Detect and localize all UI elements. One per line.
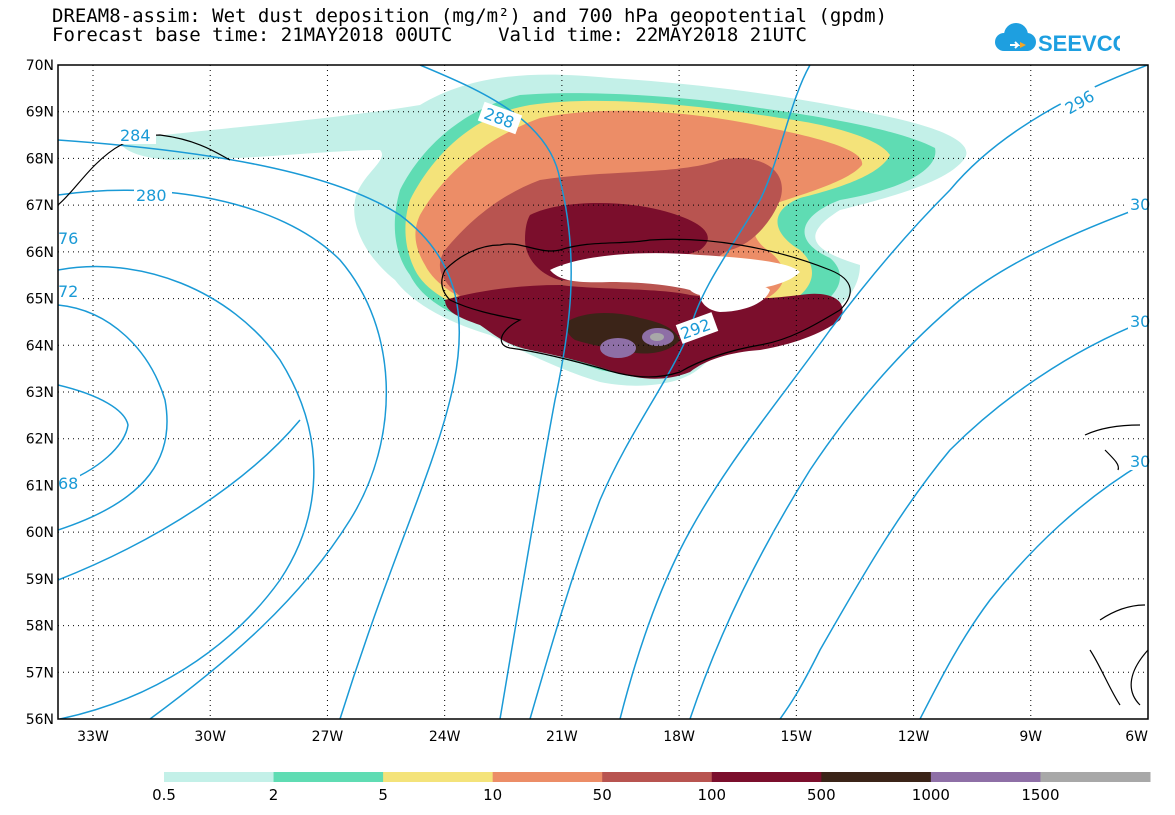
- dust-deposition-field: [120, 74, 967, 386]
- lon-label: 27W: [312, 729, 344, 745]
- lat-label: 69N: [26, 105, 54, 121]
- legend-label: 100: [697, 786, 727, 804]
- legend-label: 10: [483, 786, 503, 804]
- contour-labels: 284 288 280 76 72 68 292 296 30 30 30: [58, 83, 1150, 493]
- contour-label: 284: [120, 126, 151, 145]
- lon-label: 9W: [1019, 729, 1042, 745]
- legend-label: 1500: [1021, 786, 1060, 804]
- longitude-labels: 33W 30W 27W 24W 21W 18W 15W 12W 9W 6W: [77, 729, 1148, 745]
- lon-label: 30W: [194, 729, 226, 745]
- legend-label: 1000: [911, 786, 950, 804]
- lat-label: 62N: [26, 432, 54, 448]
- legend-label: 500: [807, 786, 836, 804]
- contour-label: 30: [1130, 312, 1150, 331]
- lat-label: 66N: [26, 245, 54, 261]
- legend-swatch: [492, 772, 603, 782]
- legend-swatch: [930, 772, 1041, 782]
- latitude-labels: 70N 69N 68N 67N 66N 65N 64N 63N 62N 61N 60N 59N 58N 5…: [26, 58, 54, 728]
- lon-label: 33W: [77, 729, 109, 745]
- lat-label: 58N: [26, 619, 54, 635]
- lon-label: 24W: [429, 729, 461, 745]
- lat-label: 68N: [26, 151, 54, 167]
- legend-swatch: [821, 772, 932, 782]
- contour-label: 280: [136, 186, 167, 205]
- lat-label: 59N: [26, 572, 54, 588]
- dust-level-8: [650, 333, 664, 341]
- lon-label: 12W: [898, 729, 930, 745]
- dust-level-7: [600, 338, 636, 358]
- legend-swatch: [164, 772, 275, 782]
- scotland-coast: [1089, 604, 1149, 706]
- legend-swatch: [711, 772, 822, 782]
- chart-subtitle: Forecast base time: 21MAY2018 00UTC Vali…: [52, 24, 807, 46]
- legend-label: 2: [268, 786, 279, 804]
- legend-swatch: [383, 772, 494, 782]
- lat-label: 64N: [26, 338, 54, 354]
- lon-label: 18W: [663, 729, 695, 745]
- lon-label: 6W: [1125, 729, 1148, 745]
- lat-label: 70N: [26, 58, 54, 74]
- contour-label: 76: [58, 229, 78, 248]
- lat-label: 67N: [26, 198, 54, 214]
- contour-label: 68: [58, 474, 78, 493]
- lon-label: 21W: [546, 729, 578, 745]
- lat-label: 63N: [26, 385, 54, 401]
- legend-swatch: [1040, 772, 1151, 782]
- legend-swatch: [273, 772, 384, 782]
- lat-label: 57N: [26, 665, 54, 681]
- lat-label: 65N: [26, 292, 54, 308]
- chart-title: DREAM8-assim: Wet dust deposition (mg/m²…: [52, 5, 888, 27]
- lat-label: 61N: [26, 478, 54, 494]
- iceland-coast: [441, 238, 851, 378]
- contour-label: 72: [58, 282, 78, 301]
- legend-label: 5: [378, 786, 388, 804]
- lat-label: 56N: [26, 712, 54, 728]
- faroe-coast: [1084, 424, 1141, 471]
- contour-label: 30: [1130, 452, 1150, 471]
- legend-swatch: [602, 772, 713, 782]
- logo-text: SEEVCCC: [1038, 31, 1120, 56]
- clear-interior-b: [699, 284, 770, 312]
- legend-label: 0.5: [152, 786, 176, 804]
- seevccc-logo: SEEVCCC: [995, 23, 1120, 56]
- map-frame: [57, 64, 1149, 720]
- cloud-icon: [995, 23, 1036, 51]
- contour-label: 30: [1130, 195, 1150, 214]
- lat-label: 60N: [26, 525, 54, 541]
- lon-label: 15W: [780, 729, 812, 745]
- legend-label: 50: [592, 786, 612, 804]
